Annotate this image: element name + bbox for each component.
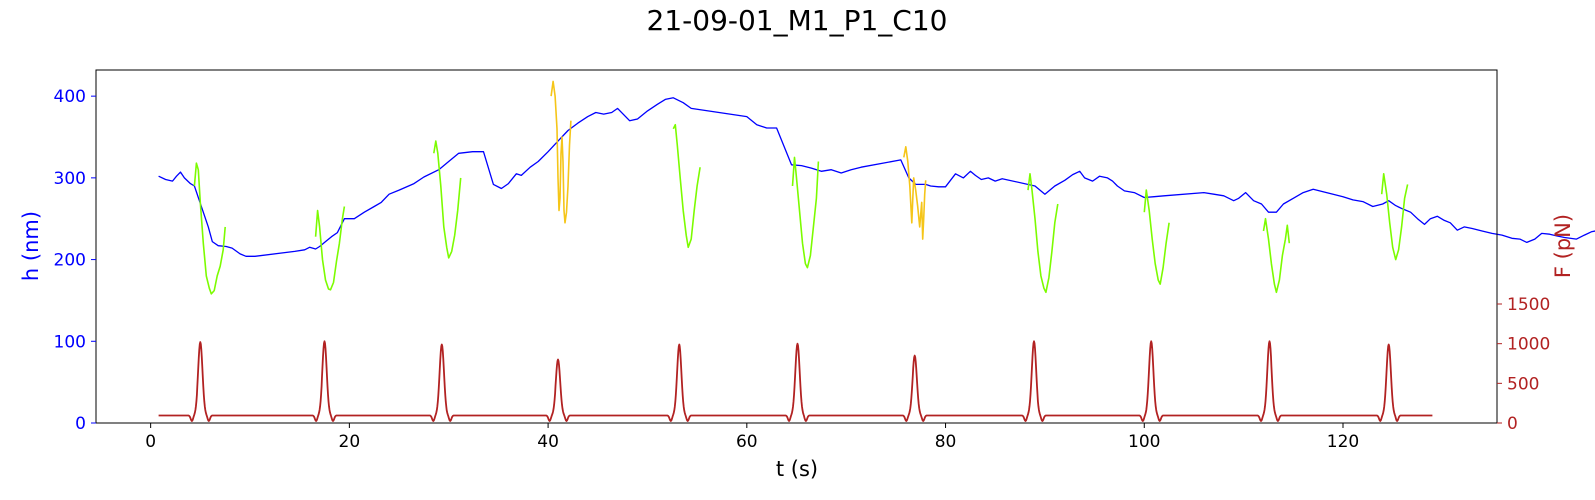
series-line-h_compression-6 [1027,173,1059,294]
series-line-h_compression-1 [193,162,226,295]
series-line-h_baseline [158,97,1595,257]
chart-title: 21-09-01_M1_P1_C10 [647,4,948,37]
plot-frame [95,69,1498,424]
y-tick-label-left: 300 [54,169,86,189]
plot-area [158,80,1595,422]
series-line-h_compression-3 [433,140,462,259]
y-axis-left-label: h (nm) [19,211,43,281]
y-tick-label-left: 200 [54,251,86,271]
series-line-h_compression-9 [1380,173,1409,261]
x-tick-label: 100 [1128,432,1160,452]
y-tick-label-right: 1000 [1507,335,1550,355]
x-tick-label: 80 [935,432,957,452]
x-tick-label: 120 [1327,432,1359,452]
x-tick-label: 40 [537,432,559,452]
series-line-h_compression-7 [1143,189,1170,285]
x-tick-label: 20 [339,432,361,452]
y-tick-label-right: 500 [1507,374,1539,394]
series-line-h_compression-8 [1262,217,1291,294]
series-line-h_compression-2 [314,206,346,291]
series-line-force [158,340,1433,422]
y-axis-right-label: F (pN) [1551,214,1575,278]
series-line-h_compression-5 [791,156,820,269]
series-line-h_sinus-1 [550,80,572,224]
series-line-h_sinus-2 [903,146,927,240]
x-axis-label: t (s) [776,457,818,481]
x-tick-label: 0 [145,432,156,452]
axes: 0 20 40 60 80 100 120 0 100 200 300 400 0 500 1000 1500 [54,87,1551,452]
y-tick-label-right: 1500 [1507,295,1550,315]
y-tick-label-left: 0 [75,414,86,434]
series-line-h_compression-4 [672,123,701,249]
y-tick-label-left: 400 [54,87,86,107]
y-tick-label-right: 0 [1507,414,1518,434]
x-tick-label: 60 [736,432,758,452]
y-tick-label-left: 100 [54,332,86,352]
